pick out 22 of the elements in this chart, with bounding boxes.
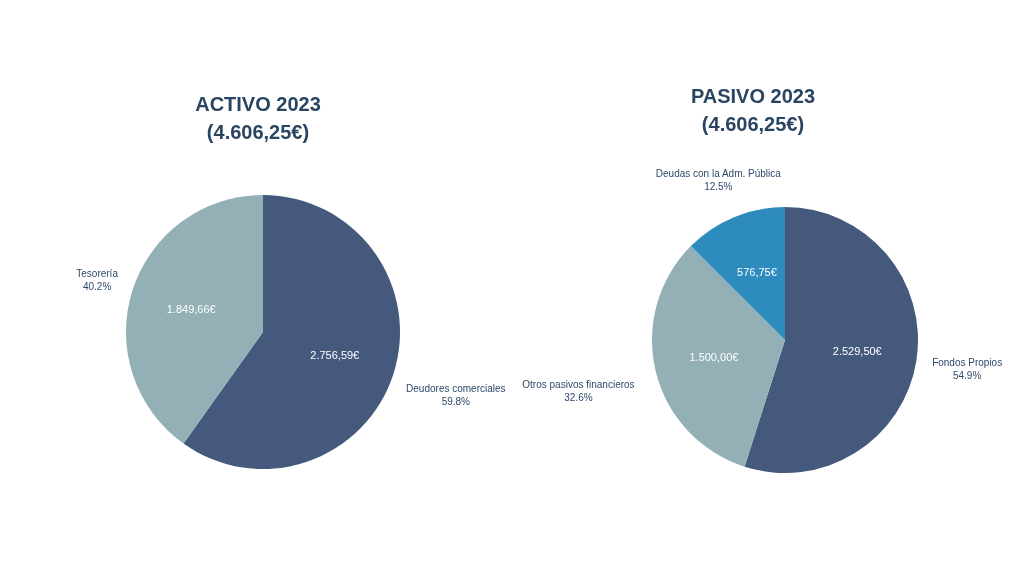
slice-label: Deudas con la Adm. Pública (655, 168, 782, 180)
chart-title: ACTIVO 2023 (194, 92, 322, 117)
text: 59.8% (441, 395, 471, 407)
pie-slice (652, 246, 785, 467)
pie-slice (690, 207, 785, 340)
chart-title: PASIVO 2023 (689, 84, 817, 109)
text: 54.9% (952, 370, 982, 382)
text: 40.2% (82, 281, 112, 292)
data-label: 1.849,66€ (166, 303, 216, 316)
data-label: 576,75€ (737, 266, 777, 279)
pie-slice (126, 195, 263, 444)
data-label: 2.756,59€ (310, 348, 360, 361)
slice-label: Fondos Propios (932, 357, 1003, 369)
slice-label: Tesorería (76, 268, 119, 279)
chart-subtitle: (4.606,25€) (700, 112, 806, 137)
text: 32.6% (564, 392, 593, 404)
data-label: 2.529,50€ (832, 345, 882, 358)
slice-label: Otros pasivos financieros (522, 379, 635, 391)
data-label: 1.500,00€ (689, 351, 739, 364)
text: 12.5% (704, 181, 733, 193)
chart-subtitle: (4.606,25€) (205, 120, 311, 145)
slice-label: Deudores comerciales (406, 382, 506, 394)
